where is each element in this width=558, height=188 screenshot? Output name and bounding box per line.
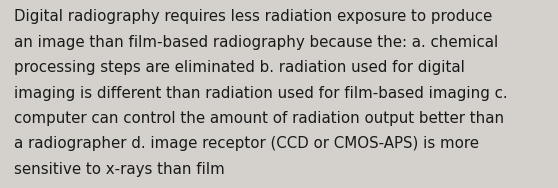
Text: processing steps are eliminated b. radiation used for digital: processing steps are eliminated b. radia… (14, 60, 465, 75)
Text: sensitive to x-rays than film: sensitive to x-rays than film (14, 162, 225, 177)
Text: Digital radiography requires less radiation exposure to produce: Digital radiography requires less radiat… (14, 9, 492, 24)
Text: a radiographer d. image receptor (CCD or CMOS-APS) is more: a radiographer d. image receptor (CCD or… (14, 136, 479, 151)
Text: computer can control the amount of radiation output better than: computer can control the amount of radia… (14, 111, 504, 126)
Text: an image than film-based radiography because the: a. chemical: an image than film-based radiography bec… (14, 35, 498, 50)
Text: imaging is different than radiation used for film-based imaging c.: imaging is different than radiation used… (14, 86, 508, 101)
